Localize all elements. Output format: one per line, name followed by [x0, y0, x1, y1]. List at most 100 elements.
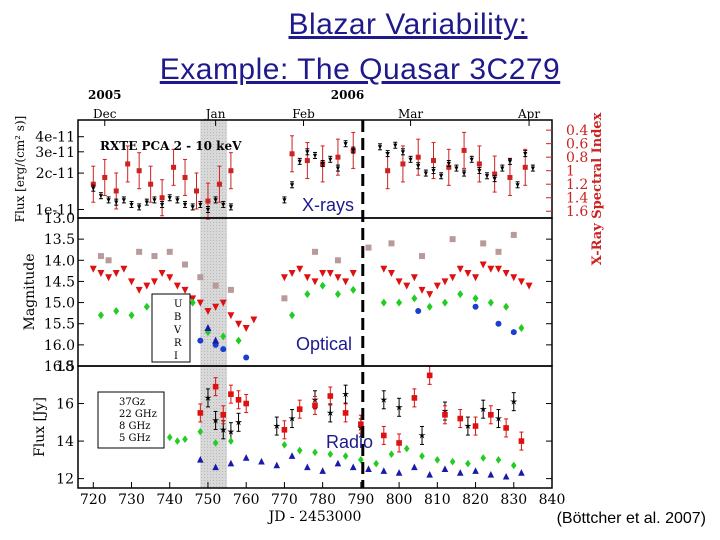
radio-22ghz-point — [281, 427, 288, 433]
radio-5ghz-point — [304, 463, 311, 471]
radio-8ghz-point — [403, 444, 410, 453]
xray-flux-point — [228, 205, 234, 210]
citation: (Böttcher et al. 2007) — [556, 510, 706, 527]
radio-8ghz-point — [296, 446, 303, 455]
x-tick-label: 790 — [348, 492, 375, 508]
xray-flux-point — [461, 171, 467, 176]
optical-V-point — [220, 332, 227, 341]
overlay-label-optical: Optical — [296, 334, 352, 354]
spectral-index-point — [446, 164, 452, 170]
x-tick-label: 740 — [156, 492, 183, 508]
xray-flux-point — [423, 171, 428, 176]
x-tick-label: 800 — [386, 492, 413, 508]
radio-22ghz-point — [396, 440, 402, 446]
xray-flux-point — [515, 183, 520, 188]
optical-R-point — [441, 278, 449, 286]
optical-R-point — [303, 274, 311, 282]
spectral-index-axis-title: X-Ray Spectral Index — [590, 112, 605, 265]
x-tick-label: 780 — [309, 492, 336, 508]
optical-R-point — [196, 299, 204, 307]
radio-22ghz-point — [426, 372, 433, 379]
radio-37gz-point — [227, 427, 235, 435]
xray-flux-point — [144, 200, 149, 205]
spectral-index-point — [507, 174, 513, 180]
radio-8ghz-point — [174, 437, 181, 445]
spectral-index-point — [385, 168, 391, 174]
optical-I-point — [212, 282, 219, 289]
radio-5ghz-point — [197, 456, 204, 463]
optical-R-point — [120, 265, 128, 273]
xray-flux-point — [320, 161, 325, 167]
optical-R-point — [418, 286, 426, 294]
radio-22ghz-point — [342, 410, 349, 416]
radio-22ghz-point — [197, 410, 204, 416]
radio-8ghz-point — [480, 454, 486, 462]
spectral-index-point — [476, 161, 482, 167]
optical-I-point — [388, 240, 395, 247]
magnitude-tick-label: 16.5 — [44, 359, 75, 375]
radio-22ghz-point — [472, 423, 479, 429]
optical-R-point — [288, 269, 296, 277]
optical-I-point — [182, 261, 189, 268]
radio-37gz-point — [418, 431, 426, 439]
optical-I-point — [449, 236, 456, 243]
radio-8ghz-point — [212, 439, 219, 447]
optical-V-point — [289, 311, 296, 320]
optical-U-point — [212, 336, 220, 344]
spectral-index-tick-label: 1.6 — [566, 204, 588, 220]
radio-8ghz-point — [182, 435, 188, 443]
xray-flux-point — [106, 198, 111, 203]
radio-22ghz-point — [327, 393, 334, 399]
optical-R-point — [242, 324, 250, 332]
spectral-index-point — [171, 164, 177, 170]
optical-R-point — [433, 282, 441, 290]
optical-R-point — [212, 303, 220, 311]
radio-5ghz-point — [502, 472, 510, 480]
xray-flux-point — [282, 198, 287, 203]
optical-V-point — [235, 336, 242, 345]
optical-V-point — [396, 298, 403, 307]
optical-I-point — [419, 253, 426, 260]
radio-8ghz-point — [419, 452, 425, 460]
radio-8ghz-point — [327, 450, 334, 459]
xray-flux-point — [152, 198, 157, 203]
optical-I-point — [197, 274, 204, 281]
magnitude-tick-label: 14.5 — [44, 274, 75, 290]
optical-legend-box — [151, 293, 191, 363]
radio-22ghz-point — [442, 412, 448, 418]
optical-R-point — [464, 269, 472, 277]
optical-V-point — [350, 285, 357, 294]
optical-I-point — [281, 295, 288, 302]
optical-I-point — [334, 257, 341, 264]
optical-V-point — [426, 302, 433, 311]
year-label: 2006 — [331, 88, 364, 102]
optical-V-point — [503, 302, 510, 311]
optical-legend-U-label: U — [174, 299, 182, 310]
xray-flux-point — [343, 142, 348, 147]
xray-flux-tick-label: 2c-11 — [36, 166, 75, 182]
radio-37gz-point — [342, 390, 350, 398]
xray-flux-point — [297, 159, 302, 164]
radio-22ghz-point — [457, 415, 464, 422]
xray-flux-point — [400, 150, 406, 155]
optical-R-point — [311, 278, 319, 286]
radio-8ghz-point — [197, 427, 204, 436]
radio-22ghz-point — [358, 421, 364, 427]
radio-22ghz-point — [296, 406, 303, 412]
xray-flux-point — [507, 159, 513, 164]
radio-8ghz-point — [342, 452, 349, 460]
xray-flux-point — [175, 198, 180, 203]
month-label: Dec — [93, 107, 117, 121]
overlay-label-x-rays: X-rays — [302, 195, 354, 215]
radio-37gz-point — [395, 403, 403, 411]
radio-5ghz-point — [518, 469, 525, 476]
optical-I-point — [227, 286, 234, 293]
radio-tick-label: 14 — [56, 434, 74, 450]
radio-5ghz-point — [365, 465, 372, 473]
optical-V-point — [457, 290, 464, 299]
optical-R-point — [403, 282, 411, 290]
optical-R-point — [250, 316, 258, 324]
optical-R-point — [181, 286, 189, 294]
year-label: 2005 — [88, 88, 121, 102]
